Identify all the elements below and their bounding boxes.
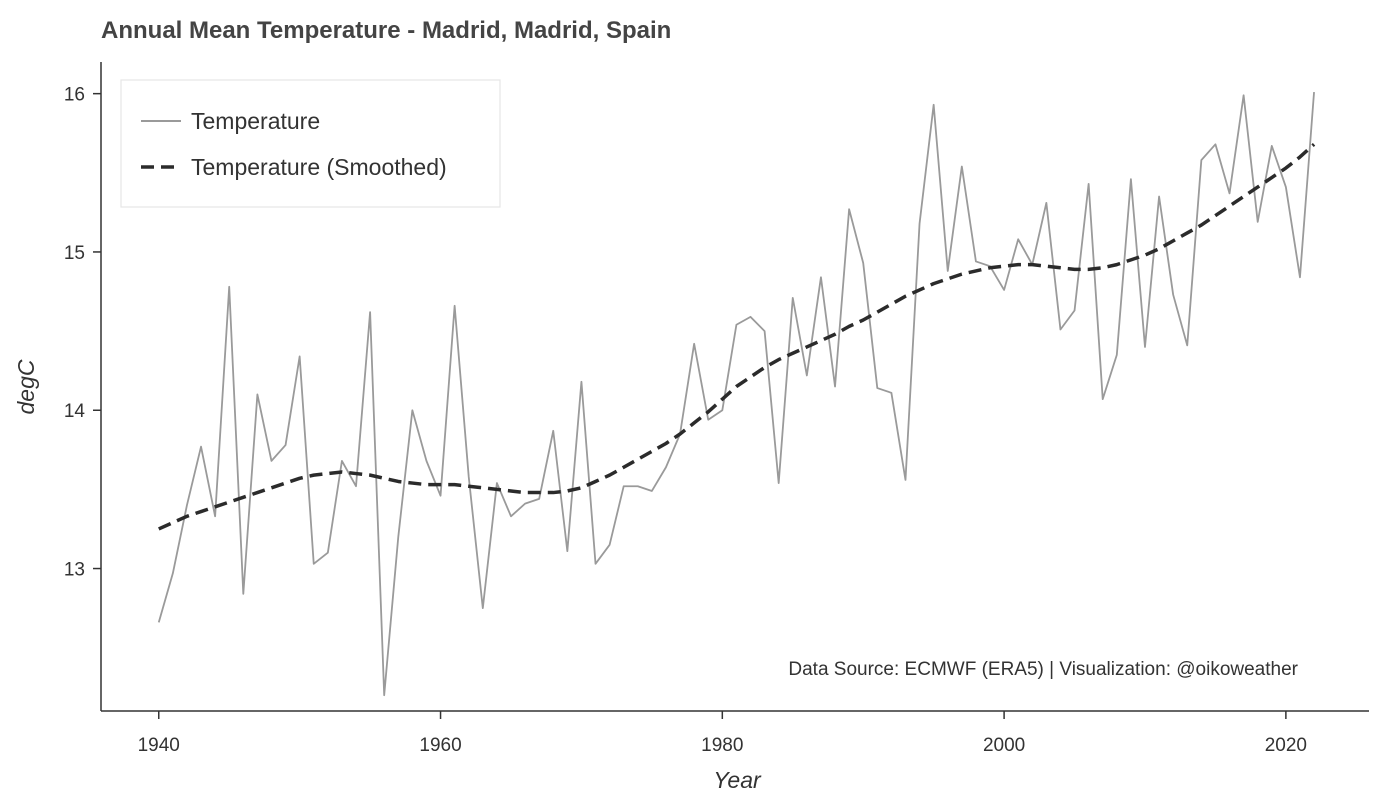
x-tick-label: 2000 [983,735,1025,756]
x-tick-label: 1960 [419,735,461,756]
legend: Temperature Temperature (Smoothed) [120,79,501,208]
x-tick-label: 1980 [701,735,743,756]
x-tick-label: 1940 [138,735,180,756]
temperature-line [157,92,1315,697]
y-tick-label: 15 [64,243,85,264]
y-axis-label: degC [13,359,39,414]
x-axis-label: Year [713,767,762,793]
y-tick-label: 14 [64,401,86,422]
x-axis-ticks: 1940 1960 1980 2000 2020 [138,711,1307,756]
legend-box [120,79,501,208]
legend-label-smoothed: Temperature (Smoothed) [191,154,447,180]
y-tick-label: 13 [64,560,85,581]
legend-label-temperature: Temperature [191,108,320,134]
y-tick-label: 16 [64,85,85,106]
x-tick-label: 2020 [1265,735,1307,756]
y-axis-ticks: 13 14 15 16 [64,85,101,581]
smoothed-temperature-line [158,143,1316,531]
chart-title: Annual Mean Temperature - Madrid, Madrid… [101,17,671,44]
series-layer [157,92,1316,697]
data-source-annotation: Data Source: ECMWF (ERA5) | Visualizatio… [788,659,1298,680]
